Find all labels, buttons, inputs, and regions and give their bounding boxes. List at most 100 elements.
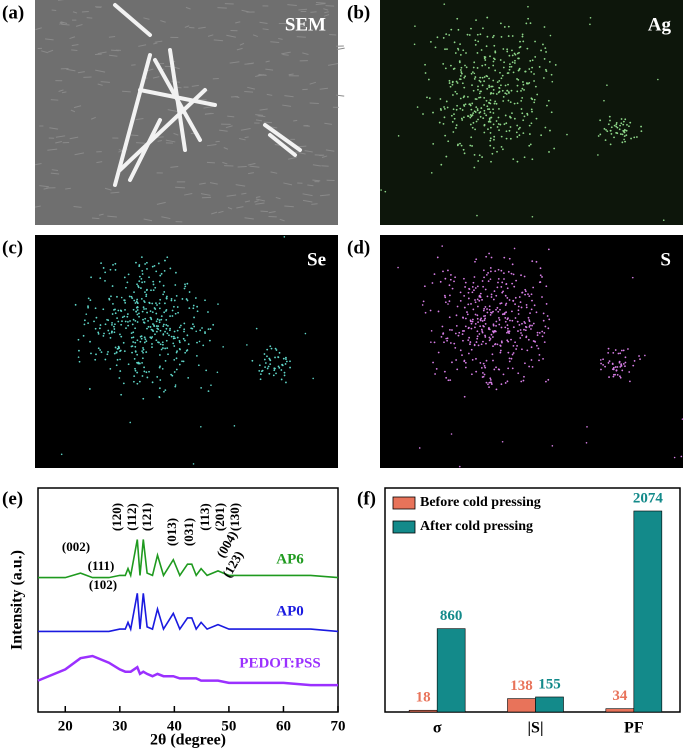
element-dot xyxy=(470,348,473,351)
texture xyxy=(222,161,228,165)
element-dot xyxy=(519,40,521,43)
element-dot xyxy=(462,148,465,151)
texture xyxy=(300,25,307,29)
element-dot xyxy=(448,34,451,36)
texture xyxy=(47,49,54,53)
element-dot xyxy=(160,315,163,318)
element-dot xyxy=(472,112,475,114)
element-dot xyxy=(258,369,261,372)
element-dot xyxy=(509,319,511,322)
element-dot xyxy=(161,341,164,344)
element-dot xyxy=(500,341,503,344)
element-dot xyxy=(95,353,97,356)
element-dot xyxy=(633,360,636,362)
element-dot xyxy=(500,84,502,87)
element-dot xyxy=(182,337,185,340)
texture xyxy=(35,27,42,31)
element-dot xyxy=(479,80,482,83)
element-dot xyxy=(522,83,525,86)
element-dot xyxy=(479,115,482,118)
element-dot xyxy=(485,74,488,77)
element-dot xyxy=(473,72,476,75)
element-dot xyxy=(511,263,514,266)
element-dot xyxy=(155,339,158,342)
element-dot xyxy=(521,334,524,337)
element-dot xyxy=(510,89,513,92)
element-dot xyxy=(527,338,530,341)
element-dot xyxy=(451,329,453,331)
element-dot xyxy=(442,37,445,39)
element-dot xyxy=(156,376,159,378)
element-dot xyxy=(158,319,161,322)
element-dot xyxy=(492,359,494,362)
element-dot xyxy=(486,16,489,19)
element-dot xyxy=(483,112,486,115)
element-dot xyxy=(470,322,473,325)
element-dot xyxy=(132,331,135,334)
element-dot xyxy=(544,325,547,328)
element-dot xyxy=(130,332,133,335)
element-dot xyxy=(115,364,118,367)
element-dot xyxy=(640,130,643,133)
element-dot xyxy=(507,83,509,86)
element-dot xyxy=(518,324,521,326)
texture xyxy=(329,34,337,36)
element-dot xyxy=(462,316,464,319)
element-dot xyxy=(159,365,161,368)
element-dot xyxy=(176,336,179,339)
element-dot xyxy=(454,346,457,349)
element-dot xyxy=(116,317,118,320)
element-dot xyxy=(173,345,176,347)
element-dot xyxy=(158,387,161,390)
element-dot xyxy=(520,99,523,102)
element-dot xyxy=(610,133,613,135)
element-dot xyxy=(127,320,129,323)
element-dot xyxy=(141,375,144,377)
element-dot xyxy=(499,123,502,126)
rod xyxy=(168,48,187,152)
element-dot xyxy=(162,323,165,326)
element-dot xyxy=(133,357,136,360)
element-dot xyxy=(453,113,455,116)
element-dot xyxy=(486,308,488,310)
element-dot xyxy=(452,108,455,111)
element-dot xyxy=(480,343,483,346)
element-dot xyxy=(515,348,518,350)
element-dot xyxy=(503,256,506,259)
element-dot xyxy=(209,328,212,330)
texture xyxy=(262,28,269,31)
element-dot xyxy=(143,321,146,324)
element-dot xyxy=(467,115,469,117)
texture xyxy=(247,162,256,166)
element-dot xyxy=(498,316,500,319)
element-dot xyxy=(482,309,485,312)
texture xyxy=(254,200,259,203)
element-dot xyxy=(511,319,514,322)
element-dot xyxy=(544,68,547,71)
element-dot xyxy=(483,104,486,106)
element-dot xyxy=(132,380,135,383)
element-dot xyxy=(531,59,534,62)
element-dot xyxy=(534,40,536,43)
element-dot xyxy=(445,33,448,36)
texture xyxy=(315,2,326,4)
peak-label: (111) xyxy=(88,558,115,573)
element-dot xyxy=(119,349,122,352)
element-dot xyxy=(178,326,181,329)
element-dot xyxy=(473,153,476,156)
element-dot xyxy=(432,142,435,145)
element-dot xyxy=(496,343,499,346)
element-dot xyxy=(535,311,538,314)
element-dot xyxy=(468,287,470,290)
element-dot xyxy=(133,375,136,378)
element-dot xyxy=(616,126,619,129)
element-dot xyxy=(548,151,550,153)
element-dot xyxy=(178,341,181,344)
texture xyxy=(259,21,268,25)
texture xyxy=(302,52,309,55)
element-dot xyxy=(521,348,523,351)
bar xyxy=(605,708,635,713)
element-dot xyxy=(482,372,484,374)
element-dot xyxy=(504,92,507,95)
element-dot xyxy=(458,465,461,468)
